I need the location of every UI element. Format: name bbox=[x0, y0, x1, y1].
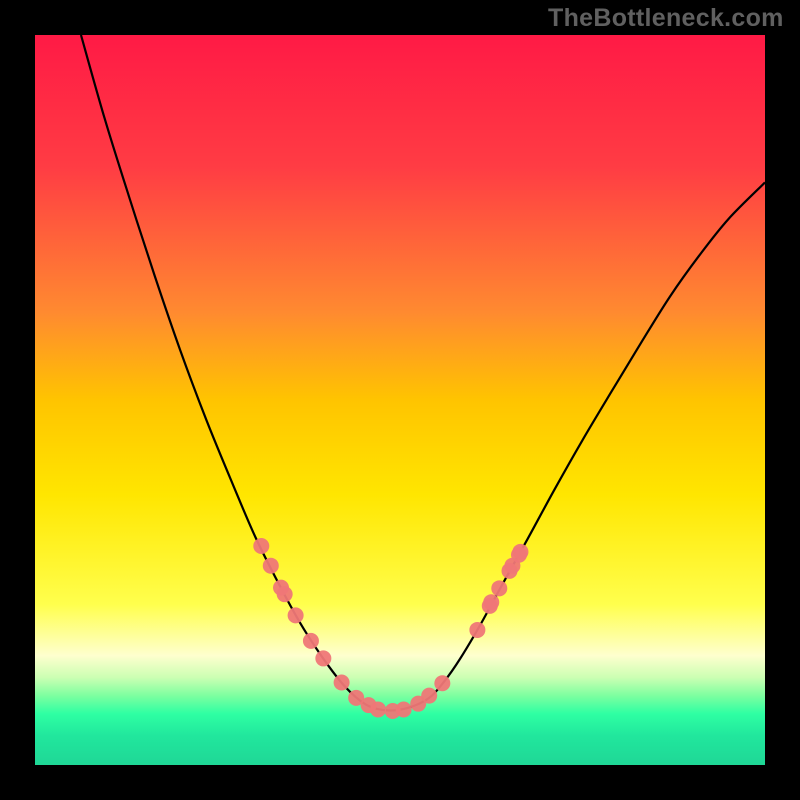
frame-border bbox=[0, 0, 800, 800]
watermark-label: TheBottleneck.com bbox=[548, 4, 784, 33]
